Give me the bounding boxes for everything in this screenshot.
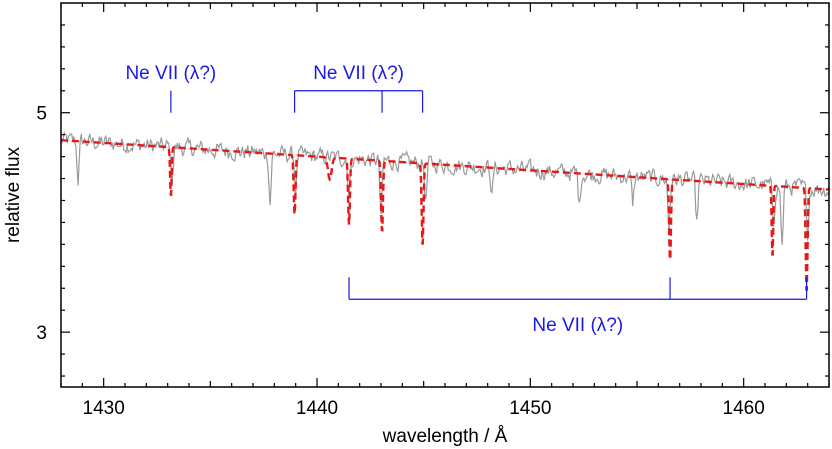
x-tick-label: 1460: [723, 398, 765, 419]
observed-spectrum-line: [61, 131, 829, 246]
model-spectrum-line: [61, 138, 829, 292]
line-id-label: Ne VII (λ?): [125, 63, 216, 84]
x-tick-label: 1450: [509, 398, 551, 419]
x-axis-title: wavelength / Å: [382, 426, 508, 447]
x-tick-label: 1440: [296, 398, 338, 419]
line-id-group: Ne VII (λ?): [294, 63, 424, 113]
line-identification-layer: Ne VII (λ?) Ne VII (λ?) Ne VII (λ?): [125, 63, 808, 336]
y-axis-title: relative flux: [3, 146, 24, 243]
line-id-label: Ne VII (λ?): [313, 63, 404, 84]
x-tick-label: 1430: [83, 398, 125, 419]
line-id-group: Ne VII (λ?): [348, 277, 808, 336]
y-tick-label: 3: [36, 323, 47, 344]
axis-ticks-layer: 1430 1440 1450 1460 3 5: [36, 3, 830, 419]
model-spectrum-layer: [61, 138, 829, 292]
y-tick-label: 5: [36, 104, 47, 125]
line-id-label: Ne VII (λ?): [532, 315, 623, 336]
line-id-group: Ne VII (λ?): [125, 63, 216, 113]
plot-frame: [60, 2, 830, 388]
observed-spectrum-layer: [61, 131, 829, 246]
